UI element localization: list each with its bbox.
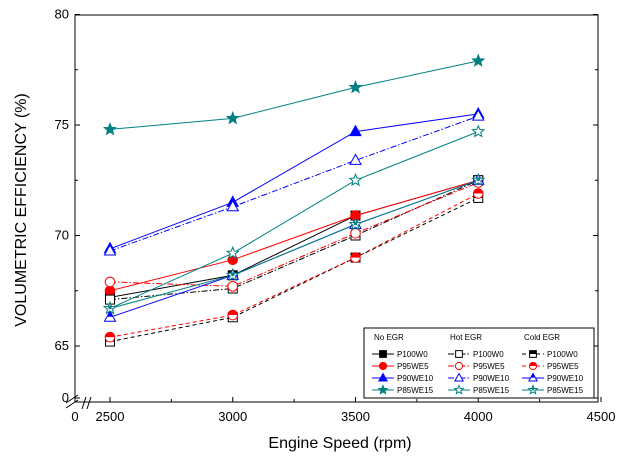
- legend-label: P95WE5: [397, 362, 429, 371]
- y-tick-label: 0: [62, 390, 69, 405]
- series-line: [109, 182, 479, 287]
- marker-half-fill: [529, 350, 537, 354]
- marker-half-fill: [108, 305, 112, 310]
- legend-label: P85WE15: [473, 386, 510, 395]
- marker-circle: [378, 361, 388, 371]
- legend-group-title: No EGR: [374, 333, 404, 342]
- legend-label: P100W0: [397, 350, 428, 359]
- y-tick-label: 65: [55, 338, 69, 353]
- x-tick-label: 2500: [96, 409, 125, 424]
- series-markers: [102, 53, 486, 347]
- marker-half-fill: [227, 310, 238, 316]
- marker-square: [455, 350, 463, 358]
- legend-label: P90WE10: [397, 374, 434, 383]
- x-axis-break-mark: [81, 396, 92, 410]
- legend-label: P100W0: [473, 350, 504, 359]
- x-tick-label: 4500: [587, 409, 616, 424]
- legend-box: [363, 327, 595, 399]
- plot-frame: [65, 14, 599, 410]
- legend-label: P85WE15: [397, 386, 434, 395]
- marker-star: [348, 80, 363, 94]
- series-line: [109, 179, 479, 301]
- x-axis-title: Engine Speed (rpm): [268, 435, 411, 452]
- y-axis-break-mark: [65, 394, 79, 409]
- marker-star: [471, 53, 486, 67]
- legend: No EGR Hot EGR Cold EGR P100W0 P95WE5 P90WE10…: [363, 327, 595, 399]
- x-tick-label: 3000: [218, 409, 247, 424]
- marker-half-fill: [350, 252, 361, 258]
- marker-half-fill: [529, 362, 537, 366]
- marker-half-fill: [476, 177, 481, 182]
- series-line: [109, 197, 479, 343]
- marker-circle: [104, 276, 116, 288]
- marker-star: [453, 384, 465, 395]
- series-line: [109, 115, 479, 252]
- axis-ticks: 0 2500 3000 3500 4000 4500 0 65 70 75 80: [55, 7, 616, 425]
- series-line: [109, 179, 479, 309]
- marker-star: [348, 172, 363, 187]
- legend-group-title: Cold EGR: [524, 333, 560, 342]
- marker-half-fill: [107, 311, 113, 317]
- marker-square: [379, 350, 387, 358]
- marker-star: [102, 122, 118, 136]
- legend-label: P85WE15: [547, 386, 584, 395]
- marker-half-fill: [353, 221, 358, 226]
- marker-triangle: [226, 199, 240, 212]
- marker-triangle: [454, 372, 464, 382]
- legend-group-title: Hot EGR: [450, 333, 482, 342]
- y-tick-label: 75: [55, 117, 69, 132]
- marker-star: [471, 124, 486, 138]
- marker-circle: [350, 227, 361, 239]
- marker-circle: [104, 285, 116, 297]
- series-lines: [109, 60, 479, 343]
- series-line: [109, 179, 479, 292]
- marker-circle: [227, 281, 239, 292]
- marker-half-fill: [230, 272, 235, 277]
- marker-triangle: [349, 124, 362, 137]
- x-tick-label: 4000: [464, 409, 493, 424]
- series-line: [109, 131, 479, 309]
- series-line: [109, 179, 479, 318]
- series-line: [109, 60, 479, 130]
- marker-half-fill: [530, 373, 536, 378]
- y-tick-label: 70: [55, 228, 69, 243]
- plot-border: [74, 14, 599, 403]
- marker-triangle: [378, 372, 388, 382]
- series-line: [109, 179, 479, 298]
- marker-triangle: [471, 109, 485, 121]
- legend-label: P100W0: [547, 350, 578, 359]
- marker-triangle: [103, 243, 117, 256]
- marker-star: [377, 384, 389, 395]
- series-line: [109, 113, 479, 250]
- marker-triangle: [349, 153, 362, 165]
- marker-half-fill: [473, 188, 484, 194]
- legend-label: P95WE5: [547, 362, 579, 371]
- marker-half-fill: [531, 387, 535, 391]
- y-axis-title: VOLUMETRIC EFFICIENCY (%): [13, 93, 30, 327]
- legend-label: P90WE10: [473, 374, 510, 383]
- marker-star: [225, 111, 240, 125]
- series-line: [109, 193, 479, 338]
- legend-label: P95WE5: [473, 362, 505, 371]
- y-tick-label: 80: [55, 7, 69, 22]
- marker-star: [225, 245, 240, 260]
- x-tick-label: 0: [71, 409, 78, 424]
- marker-circle: [454, 361, 464, 371]
- x-tick-label: 3500: [341, 409, 370, 424]
- marker-half-fill: [105, 332, 115, 338]
- legend-label: P90WE10: [547, 374, 584, 383]
